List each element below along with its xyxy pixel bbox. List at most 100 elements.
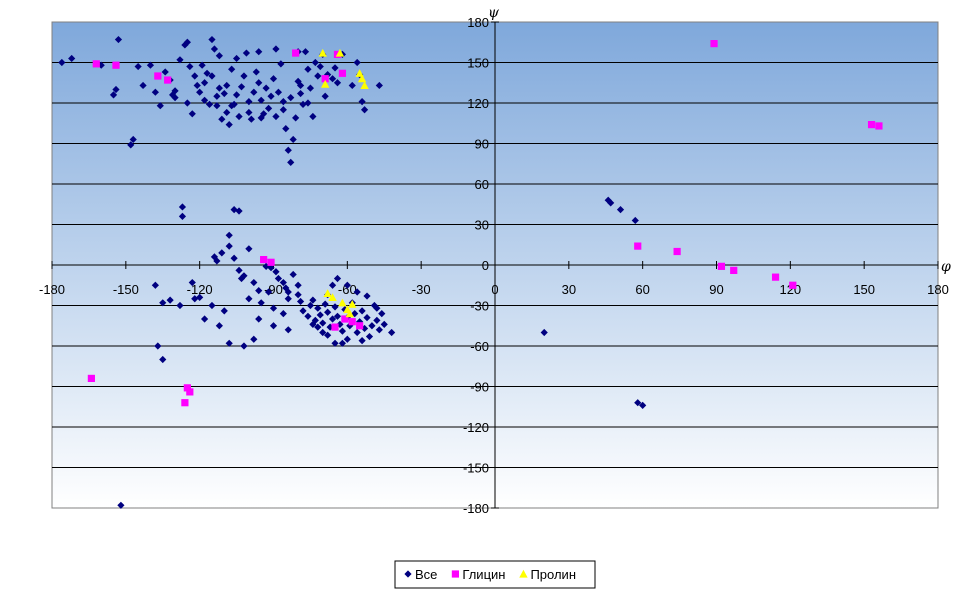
data-point bbox=[267, 258, 275, 266]
y-tick-label: 90 bbox=[475, 137, 489, 152]
data-point bbox=[328, 281, 337, 289]
data-point bbox=[335, 48, 345, 57]
data-point bbox=[200, 315, 209, 323]
data-point bbox=[287, 94, 295, 102]
x-tick-label: -180 bbox=[39, 282, 65, 297]
data-point bbox=[358, 98, 366, 106]
data-point bbox=[378, 310, 386, 318]
data-point bbox=[151, 88, 159, 96]
y-tick-label: 150 bbox=[467, 56, 489, 71]
data-point bbox=[68, 54, 76, 63]
data-point bbox=[343, 281, 351, 289]
data-point bbox=[368, 322, 376, 330]
data-point bbox=[348, 299, 357, 308]
data-point bbox=[151, 281, 159, 289]
data-point bbox=[240, 72, 248, 80]
data-point bbox=[360, 81, 369, 90]
data-point bbox=[218, 115, 226, 123]
data-point bbox=[282, 125, 290, 133]
data-point bbox=[181, 399, 189, 407]
data-point bbox=[210, 45, 219, 53]
data-point bbox=[360, 106, 369, 114]
data-point bbox=[634, 399, 642, 407]
data-point bbox=[196, 88, 204, 96]
data-point bbox=[318, 48, 327, 57]
data-point bbox=[218, 249, 226, 257]
data-point bbox=[375, 81, 383, 90]
data-point bbox=[388, 328, 396, 337]
legend-marker bbox=[451, 570, 460, 578]
data-point bbox=[235, 112, 243, 121]
data-point bbox=[357, 74, 367, 83]
data-point bbox=[255, 315, 263, 323]
data-point bbox=[333, 79, 342, 87]
data-point bbox=[154, 342, 162, 350]
data-point bbox=[232, 91, 241, 99]
y-tick-label: -60 bbox=[470, 339, 489, 354]
y-tick-label: 30 bbox=[475, 218, 489, 233]
data-point bbox=[287, 158, 295, 166]
data-point bbox=[242, 49, 251, 57]
data-point bbox=[134, 62, 142, 71]
data-point bbox=[112, 85, 120, 94]
data-point bbox=[198, 61, 206, 69]
x-tick-label: -150 bbox=[113, 282, 139, 297]
data-point bbox=[279, 278, 287, 287]
data-point bbox=[314, 323, 322, 331]
data-point bbox=[146, 61, 155, 69]
data-point bbox=[341, 315, 349, 323]
data-point bbox=[272, 45, 280, 53]
data-point bbox=[188, 110, 196, 118]
data-point bbox=[257, 96, 265, 104]
data-point bbox=[316, 62, 324, 71]
data-point bbox=[225, 242, 233, 250]
data-point bbox=[304, 99, 312, 107]
data-point bbox=[289, 135, 297, 144]
data-point bbox=[294, 291, 302, 299]
data-point bbox=[348, 81, 356, 90]
y-tick-label: -90 bbox=[470, 380, 489, 395]
y-tick-label: -180 bbox=[463, 501, 489, 516]
data-point bbox=[323, 289, 332, 297]
legend-marker bbox=[404, 570, 412, 578]
data-point bbox=[274, 88, 283, 96]
data-point bbox=[213, 92, 221, 100]
data-point bbox=[208, 72, 216, 80]
data-point bbox=[215, 52, 223, 60]
data-point bbox=[282, 284, 290, 292]
data-point bbox=[272, 112, 280, 121]
data-point bbox=[186, 62, 194, 71]
legend: Все Глицин Пролин bbox=[394, 560, 596, 589]
data-point bbox=[320, 79, 330, 88]
data-point bbox=[328, 75, 337, 83]
data-point bbox=[245, 108, 253, 117]
data-point bbox=[324, 308, 332, 316]
data-point bbox=[176, 56, 184, 64]
data-point bbox=[321, 300, 329, 308]
data-point bbox=[328, 315, 337, 323]
data-point bbox=[326, 323, 334, 331]
data-point bbox=[178, 203, 187, 211]
data-point bbox=[360, 324, 369, 333]
data-point bbox=[250, 88, 258, 96]
data-point bbox=[316, 311, 324, 319]
data-point bbox=[178, 212, 187, 220]
data-point bbox=[255, 287, 263, 295]
data-point bbox=[296, 89, 305, 98]
data-point bbox=[255, 48, 263, 56]
data-point bbox=[338, 298, 347, 307]
data-point bbox=[171, 87, 179, 95]
data-point bbox=[319, 319, 327, 327]
data-point bbox=[225, 121, 233, 129]
series-3 bbox=[318, 48, 369, 318]
data-point bbox=[343, 335, 351, 343]
data-point bbox=[634, 242, 642, 250]
data-point bbox=[205, 100, 214, 108]
data-point bbox=[356, 322, 364, 330]
data-point bbox=[333, 312, 342, 320]
data-point bbox=[186, 388, 194, 396]
data-point bbox=[200, 79, 209, 87]
y-tick-label: -150 bbox=[463, 461, 489, 476]
data-point bbox=[304, 312, 312, 320]
data-point bbox=[306, 301, 315, 310]
